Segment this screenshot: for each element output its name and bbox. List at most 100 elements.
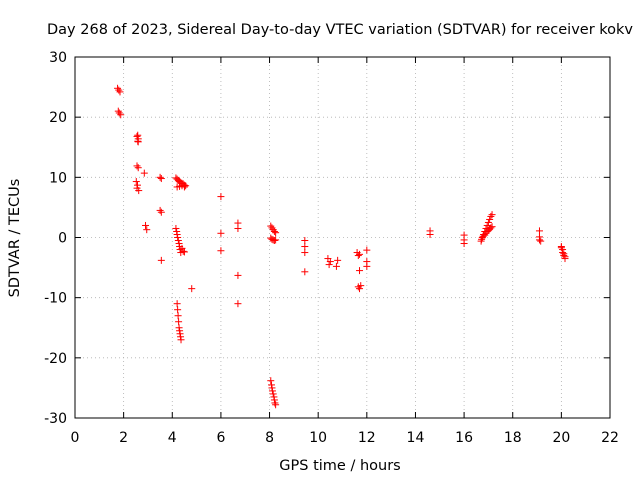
data-point (354, 252, 362, 260)
data-point (272, 401, 280, 409)
data-point (483, 221, 491, 229)
x-tick-label: 12 (358, 430, 376, 446)
data-point (301, 268, 309, 276)
data-point (325, 261, 333, 269)
data-point (270, 237, 278, 245)
data-point (426, 230, 434, 238)
x-axis-label: GPS time / hours (279, 458, 400, 474)
data-point (117, 111, 125, 119)
data-point (487, 224, 495, 232)
data-point (132, 178, 140, 186)
data-point (557, 243, 565, 251)
y-tick-label: -20 (44, 351, 67, 367)
data-point (269, 390, 277, 398)
data-point (301, 243, 309, 251)
x-tick-label: 4 (168, 430, 177, 446)
data-point (156, 173, 164, 181)
data-point (175, 318, 183, 326)
data-point (356, 250, 364, 258)
data-point (301, 237, 309, 245)
data-point (267, 377, 275, 385)
data-point (326, 258, 334, 266)
data-point (115, 109, 123, 117)
y-tick-label: -30 (44, 411, 67, 427)
data-point (143, 226, 151, 234)
y-tick-labels: -30 -20 -10 0 10 20 30 (44, 50, 67, 427)
data-point (561, 253, 569, 261)
data-point (234, 300, 242, 308)
data-point (174, 312, 182, 320)
data-point (488, 223, 496, 231)
data-point (356, 285, 364, 293)
grid (75, 57, 610, 418)
data-point (234, 271, 242, 279)
data-point (535, 227, 543, 235)
data-point (134, 138, 142, 146)
data-point (268, 224, 276, 232)
data-point (267, 222, 275, 230)
data-point (142, 221, 150, 229)
data-point (114, 107, 122, 115)
data-point (217, 247, 225, 255)
data-points (114, 84, 569, 409)
data-point (174, 237, 182, 245)
data-point (272, 229, 280, 237)
data-point (356, 267, 364, 275)
data-point (334, 256, 342, 264)
data-point (188, 285, 196, 293)
data-point (484, 218, 492, 226)
chart-title: Day 268 of 2023, Sidereal Day-to-day VTE… (47, 22, 633, 38)
x-tick-label: 8 (265, 430, 274, 446)
data-point (363, 246, 371, 254)
axis-ticks (74, 56, 611, 419)
data-point (559, 246, 567, 254)
x-tick-label: 18 (504, 430, 522, 446)
y-tick-label: 30 (49, 50, 67, 66)
data-point (270, 227, 278, 235)
y-tick-label: 10 (49, 170, 67, 186)
data-point (560, 250, 568, 258)
data-point (115, 86, 123, 94)
data-point (486, 215, 494, 223)
data-point (354, 283, 362, 291)
data-point (114, 84, 122, 92)
data-point (173, 300, 181, 308)
data-point (332, 262, 340, 270)
data-point (479, 232, 487, 240)
data-point (177, 336, 185, 344)
data-point (301, 249, 309, 257)
x-tick-label: 2 (119, 430, 128, 446)
data-point (116, 88, 124, 96)
data-point (133, 162, 141, 170)
y-axis-label: SDTVAR / TECUs (7, 179, 23, 298)
data-point (217, 193, 225, 201)
y-tick-label: 0 (58, 231, 67, 247)
x-tick-label: 0 (71, 430, 80, 446)
data-point (537, 237, 545, 245)
data-point (217, 229, 225, 237)
data-point (460, 240, 468, 248)
data-point (535, 236, 543, 244)
data-point (268, 387, 276, 395)
data-point (157, 256, 165, 264)
data-point (488, 211, 496, 219)
data-point (272, 236, 280, 244)
data-point (481, 231, 489, 239)
data-point (174, 306, 182, 314)
y-tick-label: 20 (49, 110, 67, 126)
data-point (174, 234, 182, 241)
data-point (180, 248, 188, 256)
data-point (478, 235, 486, 243)
data-point (271, 399, 279, 407)
x-tick-label: 6 (216, 430, 225, 446)
data-point (363, 262, 371, 270)
x-tick-label: 16 (455, 430, 473, 446)
x-tick-label: 22 (601, 430, 619, 446)
data-point (179, 247, 187, 255)
x-tick-label: 10 (309, 430, 327, 446)
x-tick-labels: 0 2 4 6 8 10 12 14 16 18 20 22 (71, 430, 619, 446)
data-point (157, 175, 165, 183)
data-point (135, 187, 143, 195)
data-point (178, 244, 186, 252)
